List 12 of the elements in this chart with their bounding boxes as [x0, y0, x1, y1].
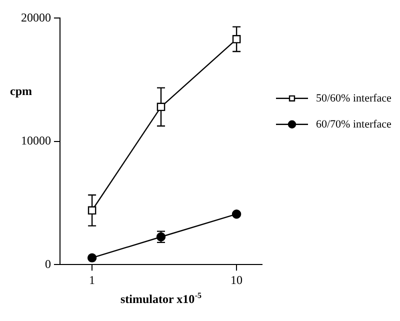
x-tick-label: 10	[230, 272, 243, 287]
legend-label: 50/60% interface	[316, 92, 392, 104]
y-tick-label: 10000	[21, 134, 51, 148]
point	[87, 253, 97, 262]
y-axis-title: cpm	[10, 84, 32, 98]
y-tick-label: 20000	[21, 10, 51, 24]
point	[232, 35, 241, 44]
x-tick-label: 1	[89, 272, 96, 287]
point	[88, 206, 96, 215]
y-tick-label: 0	[45, 256, 51, 271]
point	[232, 209, 242, 219]
legend-label: 60/70% interface	[316, 118, 392, 130]
